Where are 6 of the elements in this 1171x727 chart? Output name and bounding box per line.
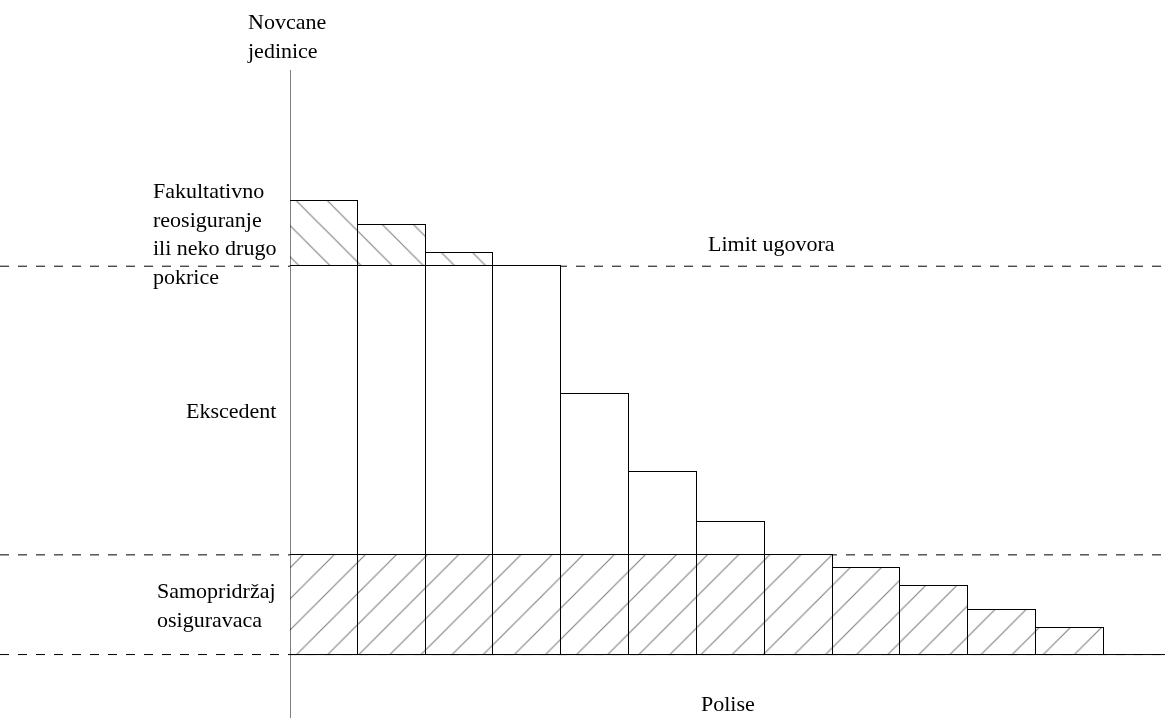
x-axis-title: Polise — [701, 691, 755, 716]
text: Novcane jedinice — [247, 9, 327, 63]
series-label: Fakultativno reosiguranje ili neko drugo pokrice — [153, 178, 277, 289]
series-label: Samopridržaj osiguravaca — [157, 578, 276, 632]
series-label: Ekscedent — [186, 398, 277, 423]
ref-line-label: Limit ugovora — [708, 231, 835, 256]
